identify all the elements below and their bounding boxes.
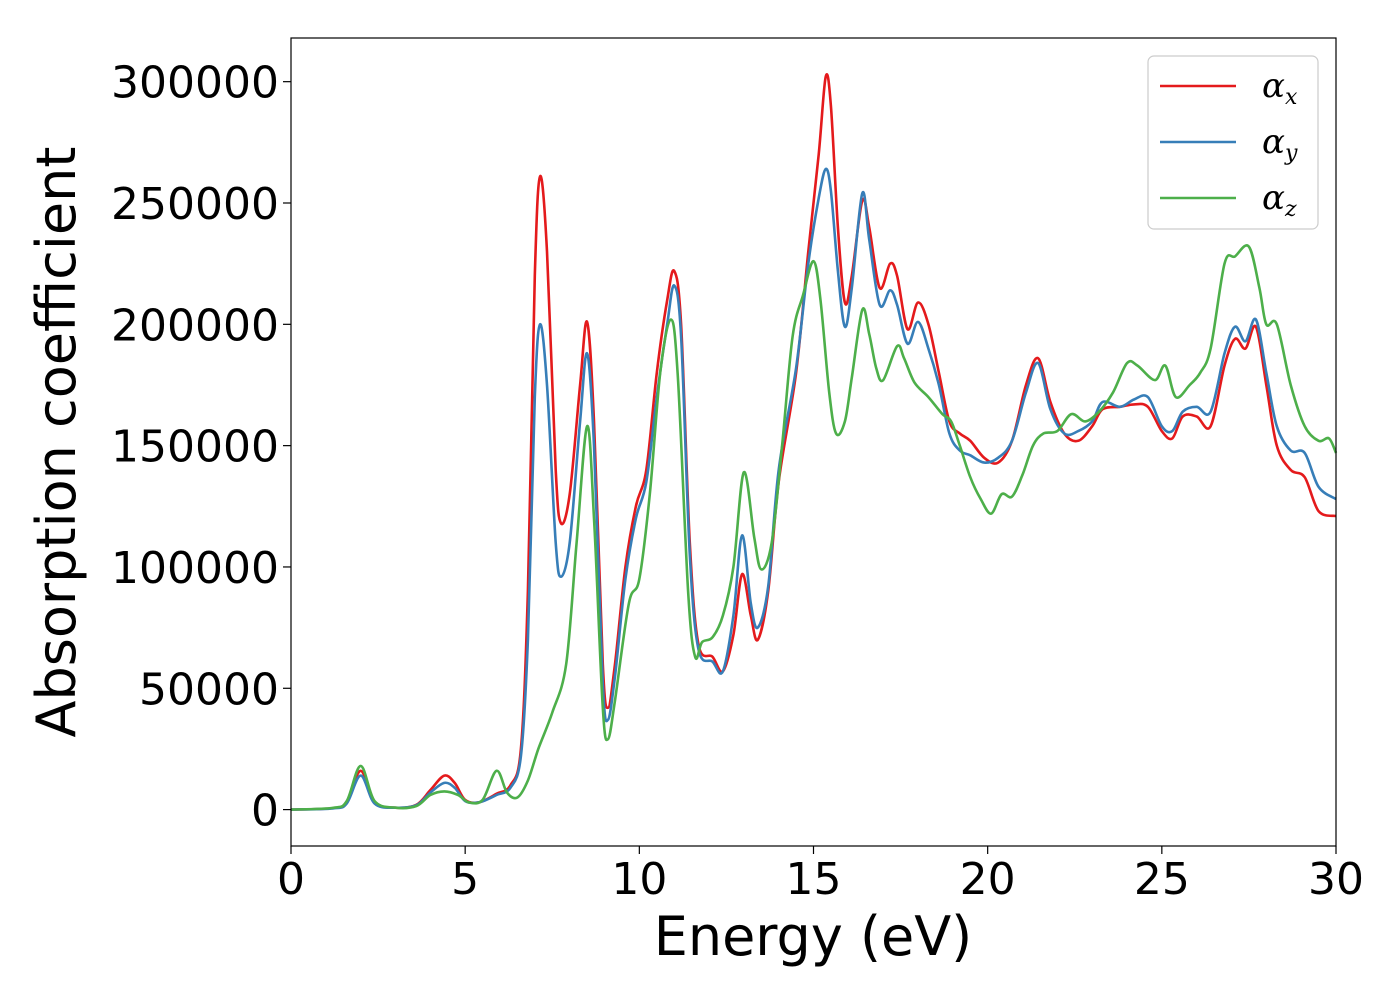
y-axis-ticks: 0 50000 100000 150000 200000 250000 300000 — [111, 58, 291, 837]
legend-label-x: αx — [1262, 66, 1298, 110]
x-tick-label: 5 — [451, 854, 479, 905]
x-tick-label: 0 — [277, 854, 305, 905]
y-tick-label: 300000 — [111, 58, 279, 109]
x-axis-ticks: 0 5 10 15 20 25 30 — [277, 846, 1364, 905]
y-tick-label: 50000 — [139, 664, 279, 715]
legend-label-z: αz — [1262, 178, 1297, 222]
x-tick-label: 10 — [611, 854, 667, 905]
x-tick-label: 30 — [1308, 854, 1364, 905]
x-tick-label: 25 — [1134, 854, 1190, 905]
series-lines — [290, 73, 1338, 811]
series-line-z — [290, 244, 1338, 811]
y-tick-label: 150000 — [111, 422, 279, 473]
legend: αx αy αz — [1147, 55, 1319, 230]
legend-label-y: αy — [1262, 122, 1298, 166]
y-tick-label: 250000 — [111, 179, 279, 230]
x-tick-label: 15 — [786, 854, 842, 905]
y-tick-label: 100000 — [111, 543, 279, 594]
y-tick-label: 200000 — [111, 300, 279, 351]
y-axis-label: Absorption coefficient — [25, 147, 88, 738]
x-tick-label: 20 — [960, 854, 1016, 905]
x-axis-label: Energy (eV) — [654, 905, 973, 968]
y-tick-label: 0 — [251, 786, 279, 837]
